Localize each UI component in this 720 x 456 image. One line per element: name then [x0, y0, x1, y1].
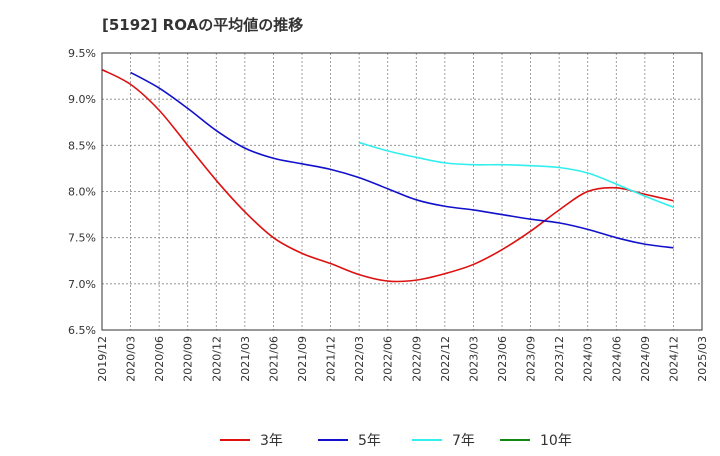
legend-item-1: 5年 — [318, 430, 381, 450]
x-tick-label: 2023/12 — [553, 336, 566, 382]
x-tick-label: 2023/09 — [525, 336, 538, 382]
legend-swatch — [412, 439, 442, 441]
x-tick-label: 2020/09 — [182, 336, 195, 382]
x-tick-label: 2019/12 — [96, 336, 109, 382]
x-tick-label: 2024/03 — [582, 336, 595, 382]
series-layer — [101, 68, 674, 283]
legend-item-0: 3年 — [220, 430, 283, 450]
x-tick-label: 2025/03 — [696, 336, 709, 382]
x-tick-label: 2024/09 — [639, 336, 652, 382]
legend-item-2: 7年 — [412, 430, 475, 450]
legend: 3年 5年 7年 10年 — [0, 430, 720, 456]
x-tick-label: 2023/03 — [467, 336, 480, 382]
y-tick-label: 6.5% — [68, 324, 96, 337]
x-tick-label: 2020/03 — [125, 336, 138, 382]
legend-label: 10年 — [540, 433, 572, 449]
y-tick-label: 8.0% — [68, 186, 96, 199]
x-tick-label: 2021/06 — [267, 336, 280, 382]
x-tick-label: 2020/06 — [153, 336, 166, 382]
series-line-2 — [358, 141, 674, 208]
y-tick-label: 9.0% — [68, 93, 96, 106]
legend-label: 5年 — [358, 433, 381, 449]
y-tick-label: 8.5% — [68, 139, 96, 152]
y-tick-label: 7.0% — [68, 278, 96, 291]
y-axis: 6.5% 7.0% 7.5% 8.0% 8.5% 9.0% 9.5% — [68, 47, 96, 337]
x-tick-label: 2021/03 — [239, 336, 252, 382]
x-tick-label: 2022/09 — [410, 336, 423, 382]
series-line-0 — [101, 68, 674, 283]
line-chart: 6.5% 7.0% 7.5% 8.0% 8.5% 9.0% 9.5% 2019/12 2020… — [68, 47, 709, 382]
x-tick-label: 2020/12 — [210, 336, 223, 382]
x-tick-label: 2023/06 — [496, 336, 509, 382]
legend-label: 7年 — [452, 433, 475, 449]
x-tick-label: 2022/12 — [439, 336, 452, 382]
legend-swatch — [318, 439, 348, 441]
y-tick-label: 7.5% — [68, 232, 96, 245]
grid-layer — [102, 53, 702, 330]
x-tick-label: 2021/12 — [325, 336, 338, 382]
x-tick-label: 2022/03 — [353, 336, 366, 382]
legend-item-3: 10年 — [500, 430, 572, 450]
chart-title: [5192] ROAの平均値の推移 — [102, 16, 304, 34]
legend-swatch — [220, 439, 250, 441]
y-tick-label: 9.5% — [68, 47, 96, 60]
x-tick-label: 2021/09 — [296, 336, 309, 382]
x-tick-label: 2024/12 — [667, 336, 680, 382]
series-line-1 — [130, 71, 674, 249]
x-tick-label: 2024/06 — [610, 336, 623, 382]
legend-swatch — [500, 439, 530, 441]
x-axis: 2019/12 2020/03 2020/06 2020/09 2020/12 2021/… — [96, 336, 709, 382]
x-tick-label: 2022/06 — [382, 336, 395, 382]
plot-frame — [101, 52, 703, 331]
legend-label: 3年 — [260, 433, 283, 449]
